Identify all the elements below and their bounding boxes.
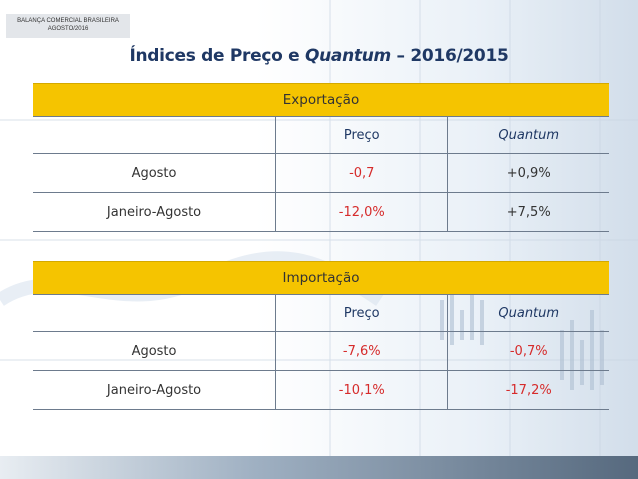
export-empty-header-cell xyxy=(33,116,276,154)
quantum-value: +7,5% xyxy=(447,192,609,232)
footer-decorative-strip xyxy=(0,456,638,479)
report-header-box: BALANÇA COMERCIAL BRASILEIRA AGOSTO/2016 xyxy=(6,14,130,38)
table-row: Janeiro-Agosto -10,1% -17,2% xyxy=(33,370,609,410)
export-col-quantum: Quantum xyxy=(447,116,609,154)
quantum-value: +0,9% xyxy=(447,153,609,193)
preco-value: -10,1% xyxy=(275,370,448,410)
title-part-2: Quantum xyxy=(304,46,391,66)
row-label: Agosto xyxy=(33,153,276,193)
row-label: Janeiro-Agosto xyxy=(33,370,276,410)
export-section-header: Exportação xyxy=(33,83,609,117)
import-column-headers: Preço Quantum xyxy=(33,294,609,332)
export-table: Exportação Preço Quantum Agosto -0,7 +0,… xyxy=(33,83,609,232)
table-row: Agosto -7,6% -0,7% xyxy=(33,331,609,371)
export-column-headers: Preço Quantum xyxy=(33,116,609,154)
import-section-label: Importação xyxy=(33,261,609,295)
title-part-3: – 2016/2015 xyxy=(390,46,509,66)
page-title: Índices de Preço e Quantum – 2016/2015 xyxy=(0,46,638,66)
import-table: Importação Preço Quantum Agosto -7,6% -0… xyxy=(33,261,609,410)
header-line-2: AGOSTO/2016 xyxy=(47,26,89,32)
row-label: Janeiro-Agosto xyxy=(33,192,276,232)
row-label: Agosto xyxy=(33,331,276,371)
import-empty-header-cell xyxy=(33,294,276,332)
table-row: Janeiro-Agosto -12,0% +7,5% xyxy=(33,192,609,232)
quantum-value: -0,7% xyxy=(447,331,609,371)
export-col-preco: Preço xyxy=(275,116,448,154)
header-line-1: BALANÇA COMERCIAL BRASILEIRA xyxy=(17,18,119,24)
preco-value: -7,6% xyxy=(275,331,448,371)
import-section-header: Importação xyxy=(33,261,609,295)
export-section-label: Exportação xyxy=(33,83,609,117)
title-part-1: Índices de Preço e xyxy=(129,46,305,66)
import-col-quantum: Quantum xyxy=(447,294,609,332)
import-col-preco: Preço xyxy=(275,294,448,332)
table-row: Agosto -0,7 +0,9% xyxy=(33,153,609,193)
preco-value: -0,7 xyxy=(275,153,448,193)
preco-value: -12,0% xyxy=(275,192,448,232)
quantum-value: -17,2% xyxy=(447,370,609,410)
